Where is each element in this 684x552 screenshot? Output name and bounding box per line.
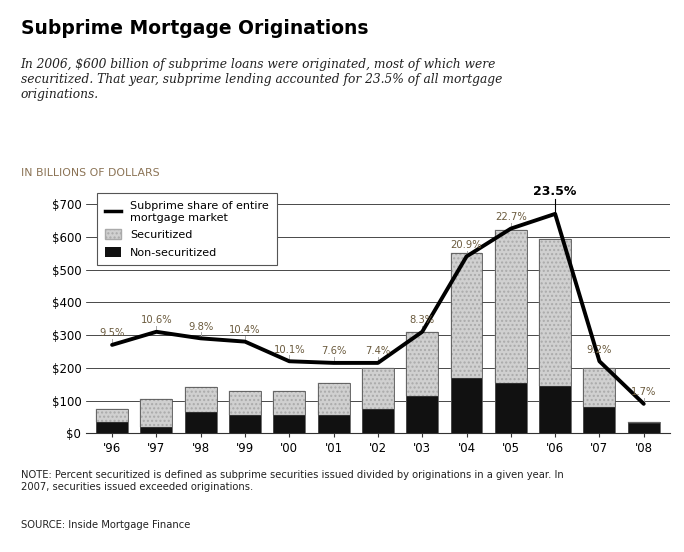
- Text: 22.7%: 22.7%: [495, 212, 527, 222]
- Bar: [406, 332, 438, 396]
- Bar: [451, 378, 482, 433]
- Bar: [539, 239, 571, 386]
- Text: 20.9%: 20.9%: [451, 240, 482, 250]
- Text: SOURCE: Inside Mortgage Finance: SOURCE: Inside Mortgage Finance: [21, 520, 190, 530]
- Bar: [229, 391, 261, 415]
- Bar: [495, 383, 527, 433]
- Text: Subprime Mortgage Originations: Subprime Mortgage Originations: [21, 19, 368, 38]
- Bar: [583, 407, 616, 433]
- Text: 23.5%: 23.5%: [534, 185, 577, 198]
- Bar: [317, 415, 350, 433]
- Bar: [96, 422, 128, 433]
- Bar: [185, 412, 217, 433]
- Bar: [140, 427, 172, 433]
- Bar: [539, 239, 571, 433]
- Text: In 2006, $600 billion of subprime loans were originated, most of which were
secu: In 2006, $600 billion of subprime loans …: [21, 58, 502, 101]
- Text: 7.4%: 7.4%: [365, 346, 391, 357]
- Bar: [96, 408, 128, 433]
- Bar: [451, 253, 482, 433]
- Bar: [628, 423, 659, 433]
- Bar: [96, 408, 128, 422]
- Text: 9.8%: 9.8%: [188, 322, 213, 332]
- Bar: [274, 415, 305, 433]
- Bar: [583, 368, 616, 433]
- Bar: [140, 399, 172, 427]
- Bar: [406, 332, 438, 433]
- Text: 10.1%: 10.1%: [274, 344, 305, 355]
- Bar: [406, 396, 438, 433]
- Bar: [628, 422, 659, 423]
- Bar: [495, 230, 527, 433]
- Bar: [362, 368, 394, 433]
- Text: 10.4%: 10.4%: [229, 325, 261, 335]
- Bar: [140, 399, 172, 433]
- Bar: [539, 386, 571, 433]
- Bar: [362, 408, 394, 433]
- Bar: [495, 230, 527, 383]
- Bar: [362, 368, 394, 408]
- Bar: [317, 383, 350, 433]
- Bar: [185, 388, 217, 433]
- Bar: [451, 253, 482, 378]
- Bar: [274, 391, 305, 433]
- Text: 9.2%: 9.2%: [587, 344, 612, 355]
- Text: 8.3%: 8.3%: [410, 315, 435, 325]
- Bar: [185, 388, 217, 412]
- Text: NOTE: Percent securitized is defined as subprime securities issued divided by or: NOTE: Percent securitized is defined as …: [21, 470, 563, 492]
- Bar: [274, 391, 305, 415]
- Legend: Subprime share of entire
mortgage market, Securitized, Non-securitized: Subprime share of entire mortgage market…: [97, 193, 277, 266]
- Bar: [229, 391, 261, 433]
- Bar: [583, 368, 616, 407]
- Bar: [229, 415, 261, 433]
- Text: 7.6%: 7.6%: [321, 346, 346, 357]
- Text: 9.5%: 9.5%: [99, 328, 124, 338]
- Text: 10.6%: 10.6%: [141, 315, 172, 325]
- Text: IN BILLIONS OF DOLLARS: IN BILLIONS OF DOLLARS: [21, 168, 159, 178]
- Bar: [628, 422, 659, 433]
- Bar: [317, 383, 350, 415]
- Text: 1.7%: 1.7%: [631, 388, 657, 397]
